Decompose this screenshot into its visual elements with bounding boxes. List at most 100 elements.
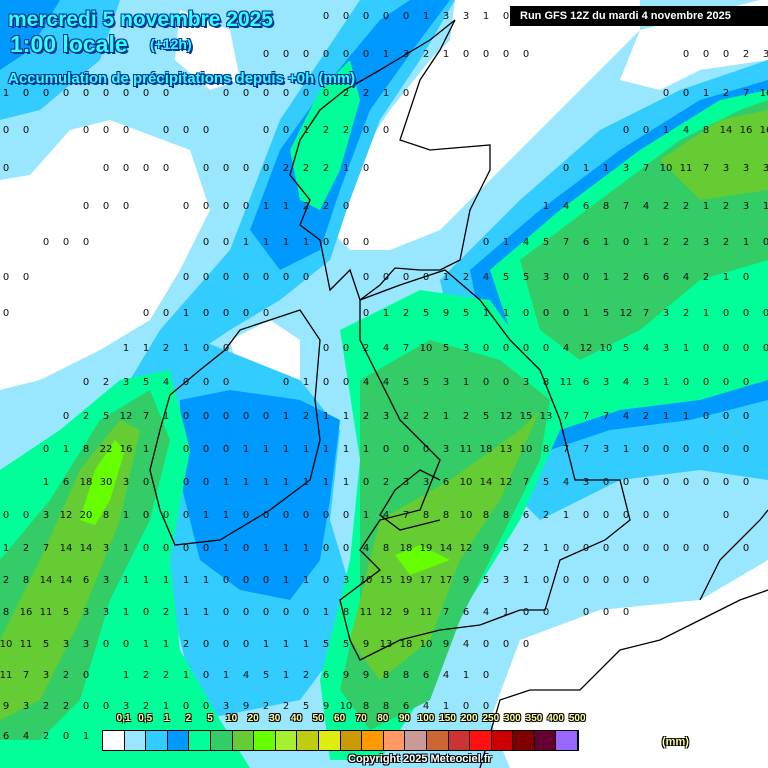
grid-value: 1	[303, 237, 309, 248]
grid-value: 8	[103, 510, 109, 521]
grid-value: 9	[3, 701, 9, 712]
grid-value: 15	[380, 575, 393, 586]
coast-scotland	[289, 19, 491, 302]
grid-value: 10	[340, 701, 353, 712]
coast-wales	[379, 469, 441, 531]
grid-value: 1	[283, 237, 289, 248]
grid-value: 7	[403, 343, 409, 354]
grid-value: 0	[123, 201, 129, 212]
grid-value: 1	[223, 543, 229, 554]
legend-labels: 0,1 0,5 1 2 5 10 20 30 40 50 60 70 80 90 100 150 200 250 3…	[102, 713, 662, 727]
grid-value: 0	[223, 163, 229, 174]
grid-value: 7	[703, 163, 709, 174]
grid-value: 3	[103, 543, 109, 554]
grid-value: 0	[543, 607, 549, 618]
grid-value: 10	[420, 639, 433, 650]
grid-value: 2	[343, 125, 349, 136]
grid-value: 12	[580, 343, 593, 354]
grid-value: 0	[323, 88, 329, 99]
grid-value: 0	[583, 543, 589, 554]
grid-value: 5	[523, 272, 529, 283]
grid-value: 13	[540, 411, 553, 422]
grid-value: 3	[63, 639, 69, 650]
grid-value: 0	[203, 639, 209, 650]
field-dry-topleft	[175, 10, 240, 90]
grid-value: 0	[723, 444, 729, 455]
legend-label: 1	[164, 713, 170, 724]
grid-value: 8	[543, 444, 549, 455]
grid-value: 0	[703, 477, 709, 488]
grid-value: 5	[103, 411, 109, 422]
grid-value: 5	[43, 639, 49, 650]
grid-value: 3	[603, 444, 609, 455]
grid-value: 0	[763, 237, 768, 248]
grid-value: 0	[703, 343, 709, 354]
grid-value: 1	[623, 444, 629, 455]
model-run-label: Run GFS 12Z du mardi 4 novembre 2025	[510, 6, 768, 26]
grid-value: 2	[43, 731, 49, 742]
grid-value: 1	[583, 163, 589, 174]
legend-label: 30	[269, 713, 281, 724]
grid-value: 2	[403, 308, 409, 319]
grid-value: 1	[663, 377, 669, 388]
grid-value: 7	[143, 411, 149, 422]
grid-value: 0	[383, 125, 389, 136]
grid-value: 0	[603, 543, 609, 554]
grid-value: 0	[663, 444, 669, 455]
legend-label: 5	[207, 713, 213, 724]
grid-value: 2	[283, 701, 289, 712]
grid-value: 0	[283, 88, 289, 99]
grid-value: 0	[563, 543, 569, 554]
grid-value: 0	[423, 272, 429, 283]
grid-value: 2	[303, 201, 309, 212]
grid-value: 5	[503, 272, 509, 283]
field-rain2-scotland	[290, 60, 360, 210]
grid-value: 0	[743, 411, 749, 422]
grid-value: 1	[383, 49, 389, 60]
grid-value: 0	[43, 237, 49, 248]
legend-label: 500	[568, 713, 586, 724]
grid-value: 2	[663, 237, 669, 248]
grid-value: 0	[603, 607, 609, 618]
grid-value: 1	[283, 201, 289, 212]
grid-value: 1	[243, 237, 249, 248]
grid-value: 0	[643, 510, 649, 521]
grid-value: 2	[383, 477, 389, 488]
grid-value: 0	[383, 272, 389, 283]
legend-label: 70	[355, 713, 367, 724]
grid-value: 2	[323, 125, 329, 136]
grid-value: 5	[603, 308, 609, 319]
grid-value: 1	[343, 163, 349, 174]
grid-value: 1	[243, 477, 249, 488]
grid-value: 15	[520, 411, 533, 422]
grid-value: 8	[603, 201, 609, 212]
grid-value: 3	[123, 377, 129, 388]
grid-value: 0	[363, 272, 369, 283]
legend-label: 350	[525, 713, 543, 724]
grid-value: 2	[743, 49, 749, 60]
grid-value: 0	[743, 444, 749, 455]
grid-value: 1	[123, 670, 129, 681]
grid-value: 0	[643, 543, 649, 554]
grid-value: 5	[323, 639, 329, 650]
grid-value: 0	[143, 88, 149, 99]
grid-value: 2	[143, 701, 149, 712]
grid-value: 0	[323, 11, 329, 22]
grid-value: 18	[480, 444, 493, 455]
legend-swatch	[318, 731, 341, 750]
grid-value: 3	[343, 575, 349, 586]
grid-value: 0	[223, 343, 229, 354]
grid-value: 4	[383, 343, 389, 354]
legend-swatch	[470, 731, 492, 750]
grid-value: 8	[3, 607, 9, 618]
grid-value: 1	[163, 639, 169, 650]
grid-value: 1	[203, 510, 209, 521]
grid-value: 0	[263, 125, 269, 136]
grid-value: 0	[243, 639, 249, 650]
grid-value: 1	[503, 237, 509, 248]
grid-value: 6	[583, 237, 589, 248]
grid-value: 1	[303, 125, 309, 136]
grid-value: 0	[523, 49, 529, 60]
grid-value: 0	[183, 125, 189, 136]
grid-value: 1	[443, 49, 449, 60]
